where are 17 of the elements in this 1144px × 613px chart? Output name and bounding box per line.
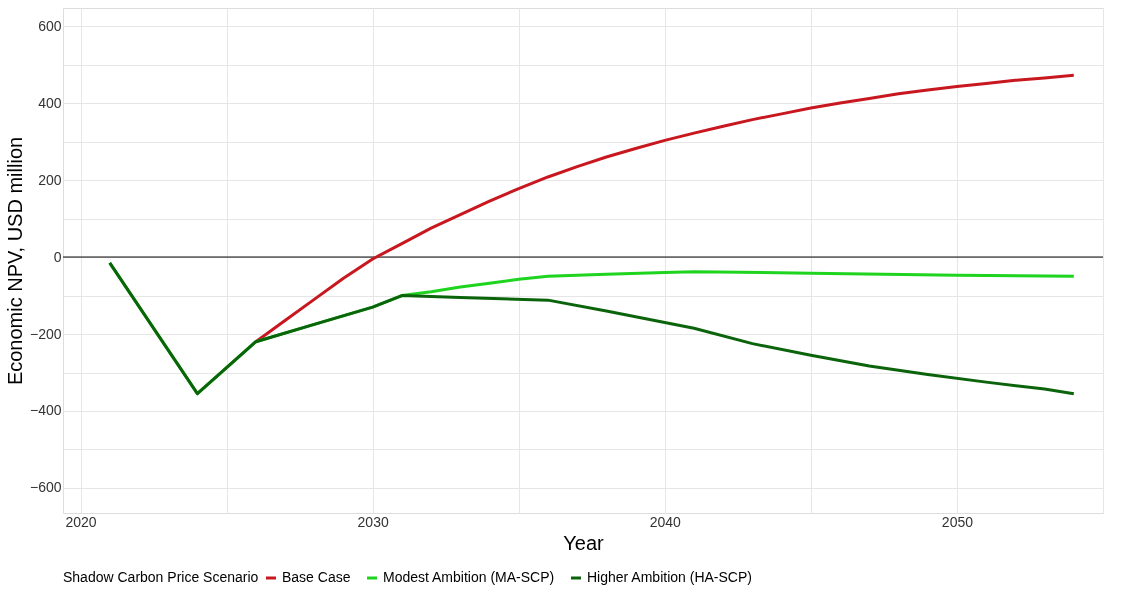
legend-label: Modest Ambition (MA-SCP) xyxy=(383,569,555,585)
x-tick-label: 2030 xyxy=(357,513,389,530)
y-tick-label: 400 xyxy=(38,94,62,111)
legend-title: Shadow Carbon Price Scenario xyxy=(63,569,259,585)
x-tick-label: 2020 xyxy=(65,513,97,530)
y-tick-label: 600 xyxy=(38,17,62,34)
x-tick-label: 2040 xyxy=(649,513,682,530)
y-tick-label: −600 xyxy=(29,479,62,496)
y-tick-label: −400 xyxy=(29,402,62,419)
legend-label: Higher Ambition (HA-SCP) xyxy=(587,569,752,585)
legend-label: Base Case xyxy=(282,569,351,585)
x-tick-label: 2050 xyxy=(941,513,974,530)
y-axis-title: Economic NPV, USD million xyxy=(3,136,26,386)
x-axis-title: Year xyxy=(563,531,605,554)
y-tick-label: −200 xyxy=(29,325,62,342)
y-tick-label: 200 xyxy=(38,171,62,188)
y-tick-label: 0 xyxy=(53,248,62,265)
